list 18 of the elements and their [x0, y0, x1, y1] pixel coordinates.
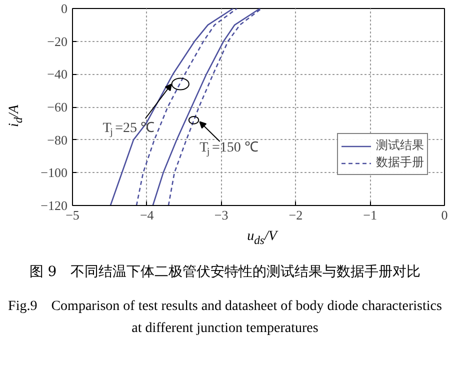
x-tick-label: −1: [363, 208, 378, 222]
y-tick-label: −60: [47, 100, 68, 114]
y-tick-label: −20: [47, 34, 68, 49]
legend-label: 测试结果: [376, 137, 424, 154]
y-tick-label: −100: [40, 165, 68, 180]
legend-label: 数据手册: [376, 154, 424, 171]
y-tick-label: 0: [61, 1, 68, 16]
x-tick-label: −5: [66, 208, 80, 222]
y-tick-label: −120: [40, 198, 68, 213]
y-tick-label: −40: [47, 66, 68, 82]
x-tick-label: −3: [214, 208, 228, 222]
x-tick-label: −4: [140, 208, 154, 222]
caption: 图 9 不同结温下体二极管伏安特性的测试结果与数据手册对比: [29, 263, 421, 282]
x-tick-label: −2: [288, 208, 303, 222]
y-tick-label: −80: [47, 132, 68, 148]
caption: Fig.9 Comparison of test results and datasheet of body diode characteristics at different junction temperatures: [7, 298, 443, 338]
x-axis-title: u$_{ds}$/V: [247, 228, 277, 249]
x-tick-label: 0: [441, 208, 448, 222]
